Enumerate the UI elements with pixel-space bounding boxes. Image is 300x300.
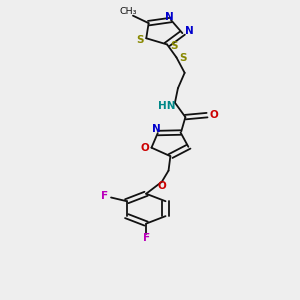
Text: N: N xyxy=(152,124,160,134)
Text: O: O xyxy=(209,110,218,120)
Text: F: F xyxy=(142,233,150,243)
Text: CH₃: CH₃ xyxy=(120,7,137,16)
Text: N: N xyxy=(185,26,194,36)
Text: S: S xyxy=(170,41,178,51)
Text: O: O xyxy=(140,143,149,153)
Text: S: S xyxy=(179,53,187,63)
Text: F: F xyxy=(101,191,108,201)
Text: S: S xyxy=(136,34,143,44)
Text: HN: HN xyxy=(158,101,175,111)
Text: O: O xyxy=(158,181,166,191)
Text: N: N xyxy=(165,12,173,22)
